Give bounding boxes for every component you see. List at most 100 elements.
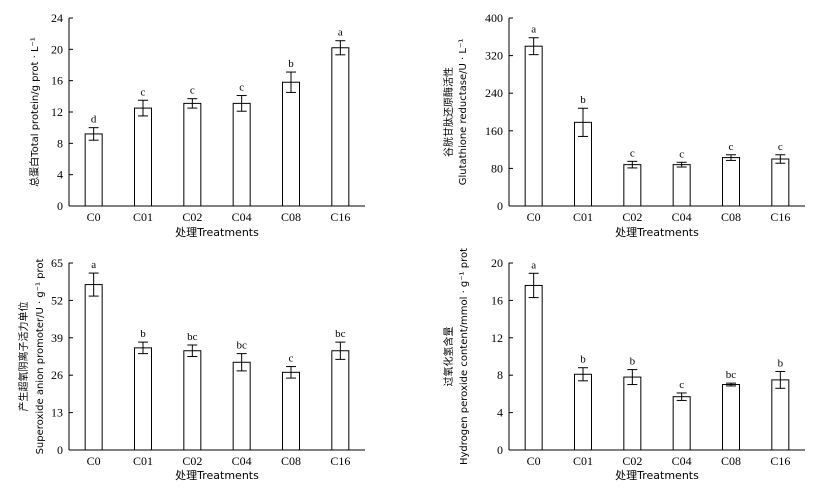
x-tick-label: C04 <box>232 210 252 224</box>
significance-letter: a <box>338 27 343 39</box>
x-tick-label: C08 <box>721 454 741 468</box>
y-axis-title: 谷胱甘肽还原酶活性 <box>442 67 455 157</box>
significance-letter: a <box>91 259 96 271</box>
significance-letter: b <box>140 328 146 340</box>
significance-letter: bc <box>335 328 346 340</box>
y-tick-label: 0 <box>57 443 63 457</box>
y-tick-label: 4 <box>497 406 503 420</box>
bar-c0 <box>524 284 543 451</box>
significance-letter: bc <box>187 331 198 343</box>
x-tick-label: C04 <box>672 210 692 224</box>
x-tick-label: C16 <box>330 210 350 224</box>
x-tick-label: C02 <box>182 210 202 224</box>
bar-c01 <box>134 347 152 451</box>
x-tick-label: C02 <box>622 454 642 468</box>
bar-c16 <box>771 158 790 207</box>
significance-letter: c <box>190 85 195 97</box>
x-tick-label: C0 <box>527 454 541 468</box>
bar-c0 <box>84 284 103 451</box>
y-tick-label: 400 <box>485 11 503 25</box>
y-tick-label: 13 <box>51 406 63 420</box>
x-tick-label: C0 <box>87 454 101 468</box>
y-axis-title: Glutathione reductase/U · L⁻¹ <box>458 39 469 185</box>
significance-letter: bc <box>726 369 737 381</box>
y-tick-label: 12 <box>491 331 503 345</box>
y-tick-label: 20 <box>51 42 63 56</box>
bar-c16 <box>331 350 350 451</box>
significance-letter: b <box>630 356 636 368</box>
chart-panel-4: 0 4 8 12 16 20 a C0 b C01 b C02 c C04 bc C08 b C16 处理Treat… <box>442 248 805 482</box>
bar-c02 <box>183 102 202 207</box>
significance-letter: b <box>580 94 586 106</box>
y-tick-label: 160 <box>485 124 503 138</box>
bar-c0 <box>524 45 543 207</box>
y-tick-label: 16 <box>51 74 63 88</box>
bar-c04 <box>672 164 691 207</box>
significance-letter: a <box>531 24 536 36</box>
y-tick-label: 26 <box>51 368 63 382</box>
y-tick-label: 16 <box>491 293 503 307</box>
x-tick-label: C16 <box>770 454 790 468</box>
y-tick-label: 320 <box>485 49 503 63</box>
x-tick-label: C08 <box>281 454 301 468</box>
significance-letter: c <box>289 353 294 365</box>
y-axis-title: Superoxide anion promoter/U · g⁻¹ prot <box>35 258 46 454</box>
x-tick-label: C01 <box>573 454 593 468</box>
significance-letter: b <box>580 354 586 366</box>
significance-letter: c <box>679 379 684 391</box>
y-tick-label: 80 <box>491 161 503 175</box>
y-tick-label: 65 <box>51 256 63 270</box>
x-tick-label: C16 <box>770 210 790 224</box>
significance-letter: d <box>91 114 97 126</box>
bar-c04 <box>232 361 251 451</box>
x-axis-title: 处理Treatments <box>175 469 259 482</box>
x-tick-label: C16 <box>330 454 350 468</box>
y-tick-label: 240 <box>485 86 503 100</box>
bar-c16 <box>331 47 350 207</box>
y-tick-label: 20 <box>491 256 503 270</box>
x-tick-label: C0 <box>87 210 101 224</box>
significance-letter: c <box>729 141 734 153</box>
x-tick-label: C0 <box>527 210 541 224</box>
bar-c08 <box>282 371 300 451</box>
x-tick-label: C08 <box>721 210 741 224</box>
x-tick-label: C04 <box>232 454 252 468</box>
bar-c0 <box>84 133 103 207</box>
y-axis-title: Hydrogen peroxide content/mmol · g⁻¹ pro… <box>459 248 470 465</box>
x-axis-title: 处理Treatments <box>175 226 259 239</box>
x-tick-label: C01 <box>573 210 593 224</box>
x-tick-label: C04 <box>672 454 692 468</box>
bar-c04 <box>232 102 251 207</box>
y-tick-label: 24 <box>51 11 63 25</box>
bar-c04 <box>672 396 691 451</box>
significance-letter: a <box>531 259 536 271</box>
y-axis-title: 总蛋白Total protein/g prot · L⁻¹ <box>28 37 41 187</box>
x-axis-title: 处理Treatments <box>615 469 699 482</box>
bar-c02 <box>623 376 642 451</box>
significance-letter: c <box>778 141 783 153</box>
y-tick-label: 8 <box>57 136 63 150</box>
y-tick-label: 52 <box>51 293 63 307</box>
y-tick-label: 12 <box>51 105 63 119</box>
chart-panel-1: 0 4 8 12 16 20 24 d C0 c C01 c C02 c C04 b C08 a C16 处理Trea… <box>28 11 365 239</box>
y-axis-title: 过氧化氢含量 <box>442 327 455 387</box>
y-tick-label: 4 <box>57 168 63 182</box>
y-tick-label: 8 <box>497 368 503 382</box>
significance-letter: c <box>141 86 146 98</box>
x-tick-label: C02 <box>622 210 642 224</box>
significance-letter: c <box>679 148 684 160</box>
bar-c08 <box>722 157 740 207</box>
bar-c01 <box>574 373 592 451</box>
y-tick-label: 0 <box>497 199 503 213</box>
bar-c08 <box>282 81 300 207</box>
y-tick-label: 39 <box>51 331 63 345</box>
x-tick-label: C01 <box>133 210 153 224</box>
bar-c02 <box>623 164 642 207</box>
x-tick-label: C02 <box>182 454 202 468</box>
significance-letter: bc <box>236 340 247 352</box>
significance-letter: c <box>630 147 635 159</box>
x-tick-label: C01 <box>133 454 153 468</box>
significance-letter: b <box>778 357 784 369</box>
